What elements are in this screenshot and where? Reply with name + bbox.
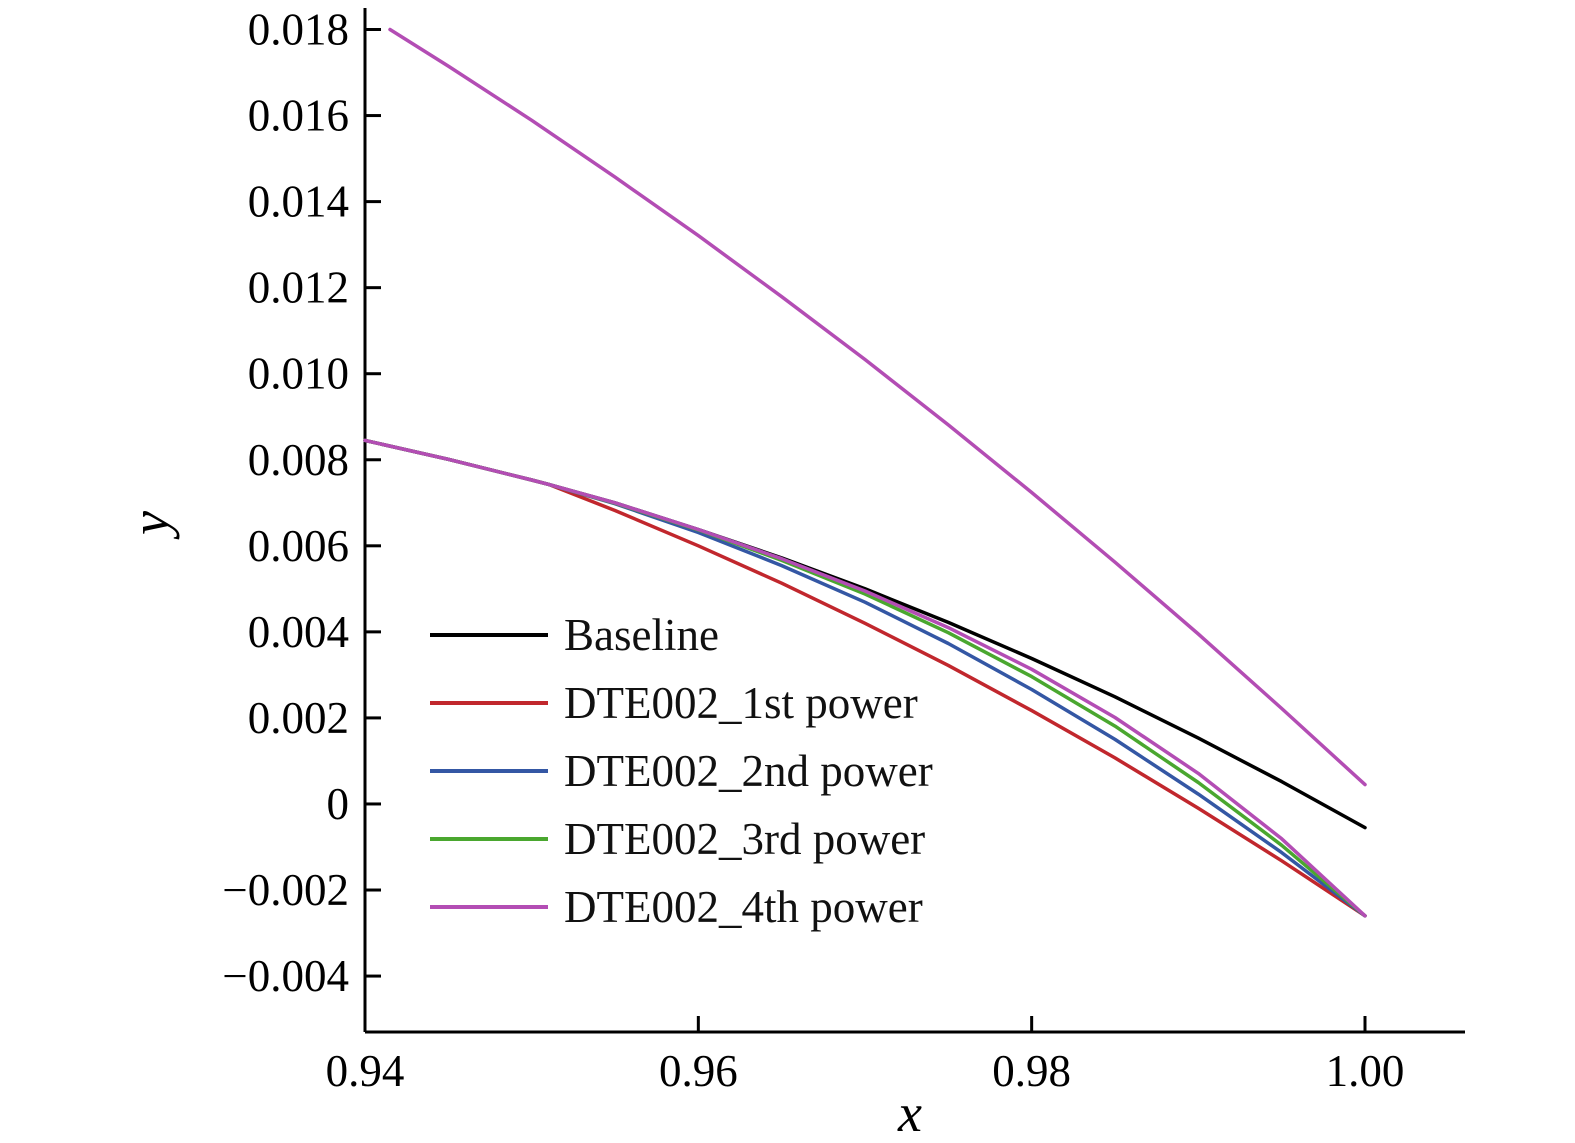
y-tick-label: −0.004	[222, 951, 349, 1001]
x-tick-label: 0.94	[326, 1046, 405, 1096]
legend-item: Baseline	[430, 601, 933, 669]
x-tick-label: 0.98	[992, 1046, 1071, 1096]
legend-label: DTE002_3rd power	[564, 813, 926, 864]
legend: Baseline DTE002_1st power DTE002_2nd pow…	[430, 601, 933, 941]
legend-label: DTE002_4th power	[564, 881, 923, 932]
y-tick-label: 0.006	[248, 521, 349, 571]
y-tick-label: 0	[327, 779, 350, 829]
series-line-dte002-4th-power	[363, 438, 1367, 918]
y-tick-label: 0.004	[248, 607, 349, 657]
y-tick-label: −0.002	[222, 865, 349, 915]
y-tick-label: 0.010	[248, 349, 349, 399]
legend-line-sample	[430, 633, 548, 637]
legend-item: DTE002_3rd power	[430, 805, 933, 873]
legend-line-sample	[430, 769, 548, 773]
legend-item: DTE002_1st power	[430, 669, 933, 737]
legend-item: DTE002_4th power	[430, 873, 933, 941]
y-tick-label: 0.012	[248, 263, 349, 313]
legend-label: Baseline	[564, 609, 719, 660]
legend-line-sample	[430, 837, 548, 841]
y-tick-label: 0.016	[248, 91, 349, 141]
x-axis-label: x	[898, 1083, 922, 1143]
upper-surface-curve	[388, 27, 1367, 787]
y-tick-label: 0.008	[248, 435, 349, 485]
x-tick-label: 1.00	[1326, 1046, 1405, 1096]
legend-label: DTE002_1st power	[564, 677, 918, 728]
y-tick-label: 0.014	[248, 177, 349, 227]
y-tick-label: 0.018	[248, 5, 349, 55]
y-axis-label: y	[119, 511, 180, 535]
x-tick-label: 0.96	[659, 1046, 738, 1096]
legend-item: DTE002_2nd power	[430, 737, 933, 805]
legend-line-sample	[430, 701, 548, 705]
y-tick-label: 0.002	[248, 693, 349, 743]
legend-line-sample	[430, 905, 548, 909]
legend-label: DTE002_2nd power	[564, 745, 933, 796]
